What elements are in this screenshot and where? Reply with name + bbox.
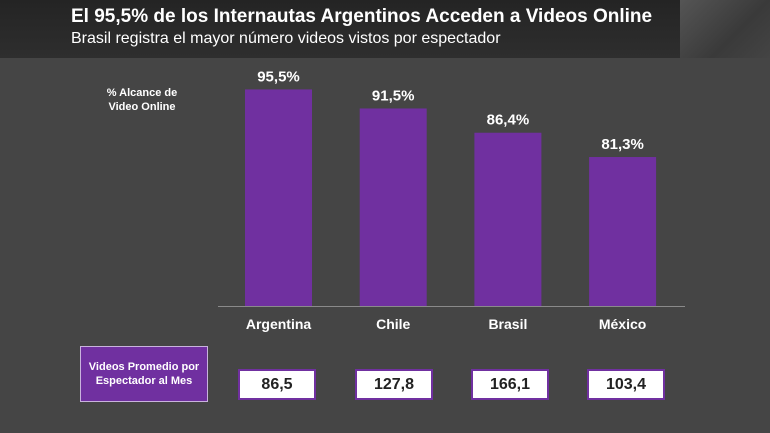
videos-value-brasil: 166,1 [471,369,549,400]
title-band-decoration [680,0,770,58]
data-label-4: 81,3% [601,136,644,153]
y-axis-label: % Alcance de Video Online [106,87,178,113]
bar-1 [245,89,312,306]
videos-value-mexico: 103,4 [587,369,665,400]
bar-4 [589,157,657,306]
title-band [0,0,680,58]
data-label-1: 95,5% [257,68,300,85]
category-label-1: Argentina [246,316,312,332]
page-title: El 95,5% de los Internautas Argentinos A… [71,6,653,27]
videos-metric-label: Videos Promedio por Espectador al Mes [80,346,208,402]
bar-2 [359,108,427,307]
videos-value-chile: 127,8 [355,369,433,400]
data-label-2: 91,5% [372,87,415,104]
bar-3 [474,132,542,306]
page-subtitle: Brasil registra el mayor número videos v… [71,30,501,47]
category-label-4: México [599,316,646,332]
category-label-2: Chile [376,316,410,332]
videos-value-argentina: 86,5 [238,369,316,400]
category-label-3: Brasil [488,316,527,332]
data-label-3: 86,4% [487,112,530,129]
